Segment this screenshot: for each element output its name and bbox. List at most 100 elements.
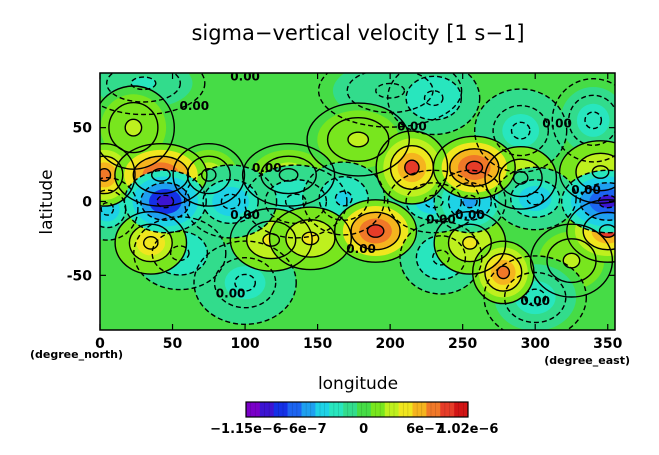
contour-fills xyxy=(100,73,615,330)
colorbar-swatch xyxy=(357,402,372,417)
colorbar-swatch xyxy=(426,402,441,417)
x-tick-label: 150 xyxy=(303,336,332,352)
contour-lines xyxy=(100,73,615,330)
colorbar-label: −1.15e−6 xyxy=(210,422,282,437)
contour-label: 0.00 xyxy=(426,213,456,227)
contour-line xyxy=(405,75,463,121)
contour-line xyxy=(529,223,614,298)
contour-line xyxy=(449,148,500,187)
contour-line xyxy=(575,152,615,192)
contour-line xyxy=(366,224,385,238)
contour-line xyxy=(132,155,190,195)
contour-line xyxy=(128,223,173,263)
contour-line xyxy=(347,131,370,148)
contour-line xyxy=(433,169,507,234)
contour-line xyxy=(243,164,348,239)
contour-line xyxy=(301,231,320,246)
contour-fill-level xyxy=(125,119,142,136)
x-tick-label: 50 xyxy=(163,336,183,352)
y-axis: 50 0 -50 xyxy=(67,121,615,284)
contour-line xyxy=(387,73,481,136)
contour-line xyxy=(108,101,159,154)
contour-line xyxy=(306,102,411,177)
x-tick-label: 300 xyxy=(521,336,550,352)
colorbar-swatch xyxy=(440,402,455,417)
contour-line xyxy=(334,199,418,263)
x-axis-label: longitude xyxy=(318,374,398,394)
contour-fill-level xyxy=(527,192,544,205)
contour-line xyxy=(213,257,277,309)
contour-fill-level xyxy=(404,160,419,175)
colorbar-labels: −1.15e−6−6e−7 0 6e−71.02e−6 xyxy=(210,422,498,437)
contour-line xyxy=(462,235,478,250)
contour-line xyxy=(156,194,175,209)
contour-line xyxy=(415,235,467,281)
plot-area: 0.000.000.00 0.000.000.00 0.000.000.000.00… xyxy=(100,73,615,330)
contour-fill-level xyxy=(157,195,174,208)
contour-fill-level xyxy=(234,274,256,292)
contour-fill-level xyxy=(424,90,443,106)
contour-fill-level xyxy=(466,161,483,174)
contour-line xyxy=(566,199,615,263)
contour-line xyxy=(150,167,171,182)
x-tick-label: 200 xyxy=(376,336,405,352)
contour-fill-level xyxy=(348,132,369,147)
colorbar-swatch xyxy=(273,402,288,417)
contour-line xyxy=(524,288,547,307)
contour-line xyxy=(375,82,406,99)
contour-label: 0.00 xyxy=(346,242,376,256)
contour-line xyxy=(471,240,535,305)
contour-line xyxy=(334,190,353,207)
colorbar-swatch xyxy=(398,402,413,417)
colorbar-swatch xyxy=(315,402,330,417)
contour-line xyxy=(551,78,615,163)
contour-fill-level xyxy=(525,289,546,306)
contour-line xyxy=(579,182,615,221)
contour-line xyxy=(100,73,206,116)
x-tick-label: 100 xyxy=(230,336,259,352)
contour-line xyxy=(100,85,175,170)
colorbar-frame xyxy=(245,401,469,418)
contour-line xyxy=(234,273,257,292)
contour-fill-level xyxy=(563,253,580,268)
contour-line xyxy=(493,166,577,231)
colorbar-label: 6e−7 xyxy=(406,422,444,437)
contour-line xyxy=(432,135,516,200)
contour-line xyxy=(350,211,401,251)
contour-fill-level xyxy=(143,236,158,250)
contour-fill-level xyxy=(585,112,602,129)
contour-line xyxy=(591,165,610,179)
contour-line xyxy=(558,140,615,204)
contour-line xyxy=(462,194,478,209)
colorbar-swatch xyxy=(246,402,261,417)
contour-line xyxy=(405,182,463,221)
contour-line xyxy=(100,143,136,207)
contour-line xyxy=(582,211,615,251)
contour-line xyxy=(375,130,449,205)
contour-line xyxy=(302,161,386,236)
colorbar-swatch xyxy=(384,402,399,417)
contour-line xyxy=(526,191,545,206)
contour-line xyxy=(100,177,139,241)
colorbar-swatch xyxy=(329,402,344,417)
colorbar-swatch xyxy=(454,402,469,417)
contour-line xyxy=(399,220,483,295)
contour-label: 0.00 xyxy=(397,120,427,134)
y-tick-label: 50 xyxy=(73,121,93,137)
contour-line xyxy=(130,76,157,91)
contour-label: 0.00 xyxy=(571,183,601,197)
x-unit-label: (degree_east) xyxy=(544,354,630,367)
colorbar xyxy=(245,401,469,418)
contour-line xyxy=(246,220,297,260)
contour-line xyxy=(124,118,143,137)
contour-line xyxy=(492,104,550,157)
contour-label: 0.00 xyxy=(455,208,485,222)
contour-line xyxy=(584,111,603,130)
contour-line xyxy=(598,224,615,238)
contour-line xyxy=(423,90,444,107)
x-tick-label: 250 xyxy=(448,336,477,352)
contour-line xyxy=(317,73,463,128)
contour-line xyxy=(278,167,299,182)
contour-line xyxy=(284,193,307,210)
